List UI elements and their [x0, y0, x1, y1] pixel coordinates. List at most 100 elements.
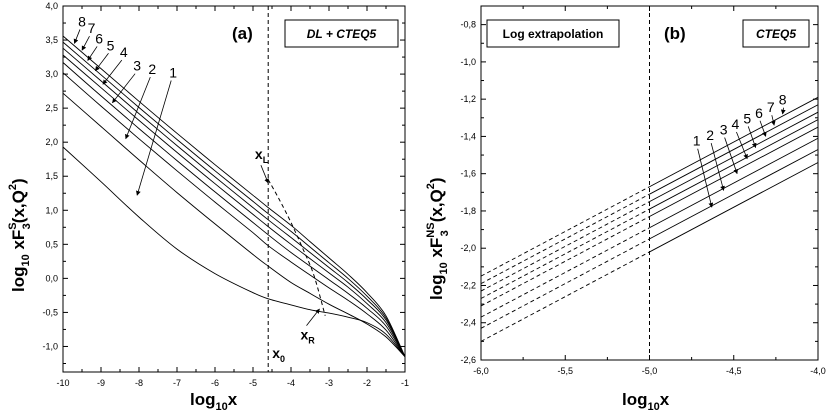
chart-b-series-extrapolation-7 [480, 193, 650, 285]
chart-b-panel-label: (b) [664, 24, 686, 43]
chart-a-curve-label-6: 6 [95, 30, 103, 46]
chart-b-xtick-label: -5,0 [642, 366, 658, 376]
chart-b-xlabel-sub: 10 [648, 401, 660, 413]
chart-a-vline-label-base: x [272, 345, 280, 361]
chart-panel-a: -10 -9 -8 -7 -6 -5 -4 -3 -2 -1 -1,0 -0,5 0,0 0,5 1,0 1,… [7, 1, 409, 413]
chart-a-xlabel-tail: x [228, 390, 238, 409]
chart-b-series-line-7 [649, 104, 819, 195]
chart-a-panel-label: (a) [232, 24, 253, 43]
chart-b-curve-arrow-2 [710, 143, 725, 191]
chart-a-curve-arrow-6 [87, 46, 98, 61]
chart-a-series-line-8 [62, 35, 406, 357]
chart-b-curve-arrow-5 [747, 126, 757, 149]
chart-b-ticks: -6,0 -5,5 -5,0 -4,5 -4,0 -2,6 -2,4 -2,2 -2,0 -1,8… [460, 5, 826, 376]
chart-a-xtick-label: -9 [97, 378, 105, 388]
chart-b-series-extrapolation-6 [480, 201, 650, 292]
chart-b-x-axis-title: log10x [622, 390, 670, 413]
chart-b-series-line-3 [649, 137, 819, 229]
chart-a-vline-label: x0 [272, 345, 285, 364]
chart-a-curve-arrow-1 [136, 80, 172, 196]
chart-a-legend-box [284, 19, 399, 48]
chart-b-xtick-label: -5,5 [557, 366, 573, 376]
chart-b-ytick-label: -1,0 [460, 57, 476, 67]
chart-a-vline-label-sub: 0 [280, 354, 285, 364]
chart-a-ylabel-tail-sup: 2 [7, 184, 19, 190]
chart-a-xtick-label: -7 [173, 378, 181, 388]
chart-a-annotation-arrow [306, 308, 320, 326]
chart-a-annotation-base: x [255, 146, 263, 162]
chart-b-xlabel-tail: x [660, 390, 670, 409]
chart-a-x-axis-title: log10x [190, 390, 238, 413]
chart-b-curve-arrow-8 [780, 107, 786, 115]
chart-a-xlabel-base: log [190, 390, 216, 409]
chart-a-ylabel-sub: 3 [21, 223, 33, 229]
chart-a-ytick-label: -0,5 [42, 307, 58, 317]
chart-b-ytick-label: -2,4 [460, 318, 476, 328]
chart-b-ytick-label: -1,8 [460, 206, 476, 216]
chart-b-xtick-label: -4,5 [726, 366, 742, 376]
chart-b-ylabel-sub: 3 [439, 230, 451, 236]
chart-a-annotation-sub: R [308, 336, 315, 346]
chart-b-ylabel-tail: (x,Q [427, 189, 446, 222]
chart-a-curve-label-5: 5 [107, 37, 115, 53]
chart-b-ylabel-mid: xF [427, 238, 446, 263]
chart-b-legend-box-left [486, 19, 620, 48]
chart-a-curve-arrow-5 [94, 53, 109, 72]
chart-a-annotation-sub: L [263, 155, 269, 165]
chart-a-ytick-label: 1,0 [45, 205, 58, 215]
chart-b-legend-text-left: Log extrapolation [503, 27, 604, 41]
chart-b-series-line-6 [649, 111, 819, 203]
chart-b-ylabel-pre-sub: 10 [438, 262, 450, 274]
chart-b-ytick-label: -1,6 [460, 169, 476, 179]
chart-a-curve-arrow-3 [112, 73, 136, 104]
chart-a-legend-text: DL + CTEQ5 [307, 27, 377, 41]
chart-a-curve-label-8: 8 [78, 13, 86, 29]
chart-b-curve-label-5: 5 [743, 110, 751, 126]
chart-a-series-group [62, 35, 406, 358]
chart-a-xtick-label: -2 [363, 378, 371, 388]
chart-b-ytick-label: -2,0 [460, 243, 476, 253]
chart-a-ylabel-tail: (x,Q [9, 190, 28, 223]
chart-a-xtick-label: -5 [249, 378, 257, 388]
chart-b-curve-label-4: 4 [732, 116, 740, 132]
chart-b-series-extrapolation-5 [480, 208, 650, 299]
chart-a-curve-arrow-8 [73, 29, 81, 44]
chart-b-series-extrapolation-2 [480, 238, 650, 329]
chart-b-series-group [480, 96, 819, 342]
chart-a-series-line-2 [62, 92, 406, 358]
chart-a-ytick-label: 3,5 [45, 35, 58, 45]
chart-a-y-axis-title: log10 xFS 3(x,Q2) [7, 178, 33, 292]
chart-b-curve-label-6: 6 [755, 105, 763, 121]
chart-b-ylabel-sup: NS [425, 222, 437, 237]
chart-b-ytick-label: -1,4 [460, 131, 476, 141]
chart-a-curve-label-7: 7 [88, 20, 96, 36]
chart-b-ytick-label: -1,2 [460, 94, 476, 104]
chart-a-xlabel-sub: 10 [216, 401, 228, 413]
chart-b-y-axis-title: log10 xFNS 3 (x,Q2) [425, 177, 451, 300]
chart-b-legend-text-right: CTEQ5 [756, 27, 796, 41]
chart-a-curve-label-1: 1 [169, 64, 177, 80]
chart-a-frame [62, 5, 406, 373]
chart-b-xtick-label: -4,0 [810, 366, 826, 376]
chart-a-annotation-base: x [301, 327, 309, 343]
chart-a-ylabel-mid: xF [9, 230, 28, 255]
chart-a-ytick-label: 1,5 [45, 171, 58, 181]
chart-b-ytick-label: -2,6 [460, 355, 476, 365]
chart-a-series-line-6 [62, 47, 406, 357]
chart-a-xtick-label: -3 [325, 378, 333, 388]
chart-a-ytick-label: 2,5 [45, 103, 58, 113]
chart-a-series-line-3 [62, 72, 406, 357]
chart-b-curve-label-2: 2 [706, 127, 714, 143]
chart-a-ytick-label: 0,5 [45, 239, 58, 249]
chart-b-curve-label-3: 3 [720, 122, 728, 138]
chart-b-curve-arrow-7 [770, 115, 776, 126]
chart-a-ytick-label: 0,0 [45, 273, 58, 283]
chart-b-curve-label-8: 8 [779, 92, 787, 108]
chart-b-legend-box-right [742, 19, 810, 48]
chart-b-series-line-8 [649, 96, 819, 188]
chart-b-ytick-label: -2,2 [460, 280, 476, 290]
chart-a-annotation-R: xR [301, 327, 316, 346]
